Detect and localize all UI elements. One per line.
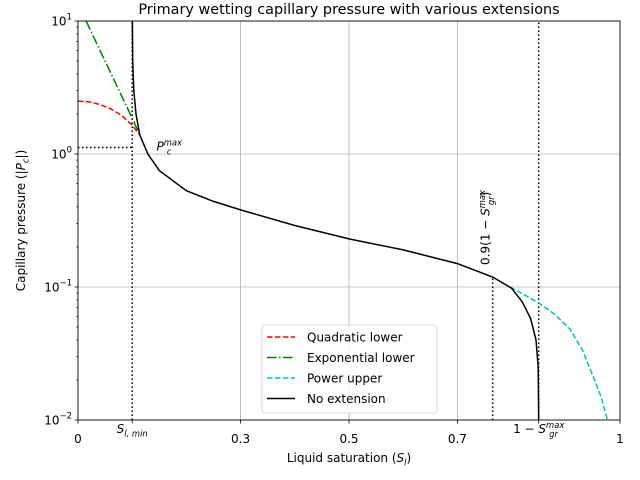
text-part: S <box>397 451 405 465</box>
text-part: 10 <box>51 148 66 162</box>
text-part: gr <box>549 429 558 439</box>
annotation-pcmax: Pmax c <box>156 138 183 157</box>
text-part: 10 <box>44 281 59 295</box>
text-part: S <box>479 208 493 216</box>
text-part: max <box>477 189 487 208</box>
legend-entry-label: Power upper <box>307 372 382 386</box>
text-part: 0.3 <box>231 432 250 446</box>
legend-entry-label: No extension <box>307 392 386 406</box>
text-part: 0.9(1 − <box>479 216 493 265</box>
text-part: Capillary pressure (| <box>14 170 28 291</box>
text-part: S <box>538 422 546 436</box>
text-part: c <box>167 147 172 157</box>
text-part: l, min <box>124 429 147 439</box>
text-part: P <box>14 162 28 170</box>
x-tick-label: 1 <box>616 432 624 446</box>
x-tick-label: 0 <box>74 432 82 446</box>
y-tick-label: 100 <box>51 146 72 162</box>
text-part: |) <box>14 150 28 159</box>
x-tick-label: 1 − Smax gr <box>513 420 565 439</box>
text-part: max <box>164 138 183 148</box>
annotation-sgr09: 0.9(1 − Smaxgr) <box>477 189 496 265</box>
y-tick-label: 10−1 <box>44 279 72 295</box>
y-tick-label: 10−2 <box>44 412 72 428</box>
text-part: S <box>117 422 125 436</box>
x-axis-label: Liquid saturation (Sl) <box>287 451 411 468</box>
series-line-no-extension <box>131 21 540 420</box>
text-part: l <box>404 458 407 468</box>
text-part: 1 <box>616 432 624 446</box>
legend-entry-label: Exponential lower <box>307 351 415 365</box>
text-part: P <box>156 139 164 153</box>
legend-box <box>261 324 438 414</box>
series-line-exponential-lower <box>85 21 141 136</box>
y-tick-label: 101 <box>51 13 72 29</box>
y-axis-label: Capillary pressure (|Pc|) <box>14 150 31 292</box>
legend: Quadratic lower Exponential lower Power up… <box>261 324 438 414</box>
text-part: −2 <box>59 412 72 422</box>
text-part: ) <box>479 192 493 197</box>
text-part: 1 <box>67 13 72 23</box>
text-part: ) <box>406 451 411 465</box>
text-part: Liquid saturation ( <box>287 451 397 465</box>
x-tick-label: 0.5 <box>339 432 358 446</box>
x-tick-label: 0.7 <box>448 432 467 446</box>
text-part: 10 <box>51 15 66 29</box>
text-part: 0 <box>74 432 82 446</box>
text-part: 0.7 <box>448 432 467 446</box>
text-part: max <box>546 420 565 430</box>
text-part: c <box>21 158 31 163</box>
text-part: 0 <box>67 146 72 156</box>
series-line-quadratic-lower <box>78 100 141 136</box>
series-line-power-upper <box>509 286 609 420</box>
text-part: gr <box>486 196 496 205</box>
legend-entry-label: Quadratic lower <box>307 331 403 345</box>
text-part: 0.5 <box>339 432 358 446</box>
x-tick-label: Sl, min <box>117 422 148 439</box>
chart-title: Primary wetting capillary pressure with … <box>138 2 559 18</box>
text-part: 1 − <box>513 422 538 436</box>
x-tick-label: 0.3 <box>231 432 250 446</box>
text-part: 10 <box>44 414 59 428</box>
text-part: −1 <box>59 279 72 289</box>
